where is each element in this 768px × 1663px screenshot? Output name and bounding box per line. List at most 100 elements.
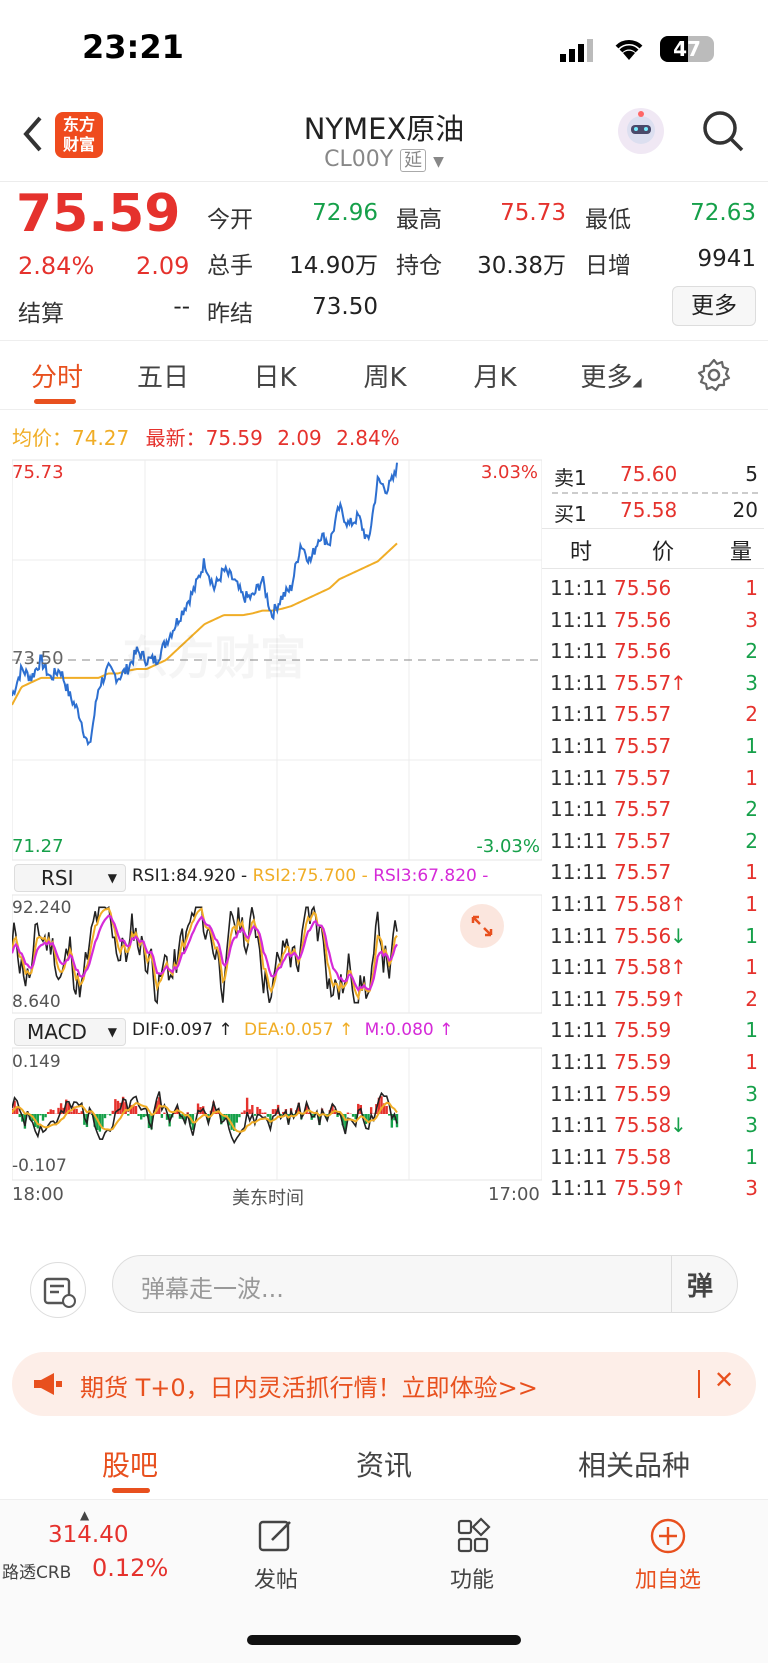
trade-time: 11:11	[550, 607, 608, 632]
close-icon[interactable]: ✕	[714, 1366, 735, 1394]
rsi-selector[interactable]: RSI ▼	[14, 864, 126, 892]
trade-price: 75.57	[614, 734, 672, 758]
trade-price: 75.58	[614, 955, 672, 980]
low-value: 72.63	[690, 200, 756, 226]
settings-gear-icon[interactable]	[696, 357, 732, 393]
tab-guba[interactable]: 股吧	[101, 1449, 158, 1482]
comment-list-icon[interactable]	[30, 1262, 86, 1318]
tab-monthly-k[interactable]: 月K	[473, 363, 517, 393]
trade-row: 11:11 75.56 ↓ 1	[542, 920, 764, 953]
content-tabs: 股吧 资讯 相关品种	[0, 1428, 768, 1500]
latest-change: 2.09	[277, 426, 322, 450]
signal-icon	[560, 38, 596, 66]
buy1-qty: 20	[732, 498, 758, 522]
trade-row: 11:11 75.57 ↑ 3	[542, 667, 764, 700]
post-button[interactable]: 发帖	[206, 1516, 346, 1596]
trade-time: 11:11	[550, 670, 608, 695]
index-value[interactable]: 314.40	[48, 1522, 129, 1548]
trade-price: 75.59	[614, 1050, 672, 1074]
trade-qty: 1	[745, 1144, 758, 1169]
chevron-down-icon: ▼	[107, 871, 117, 885]
trade-row: 11:11 75.57 2	[542, 825, 764, 858]
macd-m: M:0.080 ↑	[364, 1020, 454, 1040]
trade-row: 11:11 75.58 1	[542, 1141, 764, 1174]
macd-values: DIF:0.097 ↑ DEA:0.057 ↑ M:0.080 ↑	[132, 1020, 453, 1040]
rsi3-line	[10, 914, 398, 992]
tab-more[interactable]: 更多◢	[566, 357, 656, 394]
change-percent: 2.84%	[18, 252, 95, 280]
megaphone-icon	[32, 1370, 64, 1398]
tab-news[interactable]: 资讯	[355, 1449, 412, 1482]
trade-price: 75.58	[614, 1113, 672, 1138]
tab-weekly-k[interactable]: 周K	[363, 363, 407, 393]
trade-price: 75.57	[614, 860, 672, 885]
latest-value: 75.59	[205, 426, 263, 450]
trade-time: 11:11	[550, 1081, 608, 1106]
rsi2-value: RSI2:75.700 -	[252, 866, 368, 886]
avg-value: 74.27	[72, 426, 130, 450]
danmaku-button[interactable]: 弹	[687, 1266, 727, 1302]
tab-five-day[interactable]: 五日	[136, 363, 189, 393]
macd-axis-top: 0.149	[12, 1052, 61, 1072]
status-bar: 23:21 47	[0, 0, 768, 100]
trade-price: 75.56	[614, 576, 672, 600]
promo-banner[interactable]: 期货 T+0，日内灵活抓行情！立即体验>> ✕	[12, 1352, 756, 1416]
chevron-down-icon: ▼	[107, 1025, 117, 1039]
trade-row: 11:11 75.56 3	[542, 604, 764, 637]
ob-divider	[552, 492, 758, 494]
trade-time: 11:11	[550, 828, 608, 853]
function-button[interactable]: 功能	[402, 1516, 542, 1596]
tab-related[interactable]: 相关品种	[577, 1449, 690, 1482]
macd-selector[interactable]: MACD ▼	[14, 1018, 126, 1046]
tab-intraday[interactable]: 分时	[30, 363, 83, 393]
danmaku-input[interactable]: 弹幕走一波... 弹	[112, 1255, 738, 1313]
tab-daily-k[interactable]: 日K	[253, 363, 297, 393]
volume-label: 总手	[207, 253, 253, 279]
danmaku-divider	[671, 1256, 672, 1312]
buy1-row: 买1 75.58 20	[542, 494, 764, 527]
settle-value: --	[173, 294, 190, 320]
trade-qty: 2	[745, 828, 758, 853]
more-button[interactable]: 更多	[672, 286, 756, 326]
add-watchlist-button[interactable]: 加自选	[598, 1516, 738, 1596]
trade-time: 11:11	[550, 797, 608, 822]
trades-header-qty: 量	[729, 540, 752, 565]
chart-info-row: 均价：74.27 最新：75.59 2.09 2.84%	[12, 422, 400, 451]
rsi3-value: RSI3:67.820 -	[373, 866, 489, 886]
trade-price: 75.59	[614, 1018, 672, 1043]
rsi1-line	[11, 905, 398, 1005]
macd-axis-bottom: -0.107	[12, 1156, 67, 1176]
sell1-row: 卖1 75.60 5	[542, 458, 764, 491]
trade-row: 11:11 75.59 3	[542, 1078, 764, 1111]
oi-label: 持仓	[396, 253, 442, 279]
contract-code[interactable]: CL00Y 延 ▼	[0, 146, 768, 172]
trade-row: 11:11 75.59 ↑ 2	[542, 983, 764, 1016]
search-icon[interactable]	[700, 108, 746, 154]
trade-time: 11:11	[550, 860, 608, 885]
buy1-price: 75.58	[620, 498, 678, 522]
x-axis-mid: 美东时间	[232, 1188, 304, 1209]
latest-percent: 2.84%	[336, 426, 400, 450]
trade-qty: 3	[745, 607, 758, 632]
home-indicator	[247, 1635, 521, 1645]
grid-icon	[454, 1516, 494, 1560]
header: 东方 财富 NYMEX原油 CL00Y 延 ▼	[0, 100, 768, 182]
trade-time: 11:11	[550, 576, 608, 600]
app-logo: 东方 财富	[55, 112, 103, 158]
trade-row: 11:11 75.57 2	[542, 698, 764, 731]
change-value: 2.09	[136, 252, 190, 280]
trade-qty: 1	[745, 923, 758, 948]
trade-qty: 1	[745, 1050, 758, 1074]
avg-label: 均价：	[12, 426, 72, 450]
trade-price: 75.57	[614, 828, 672, 853]
wifi-icon	[612, 36, 646, 66]
trade-price: 75.57	[614, 702, 672, 727]
trade-time: 11:11	[550, 702, 608, 727]
back-icon[interactable]	[18, 114, 48, 154]
content-tab-indicator	[112, 1488, 150, 1493]
last-price: 75.59	[16, 184, 181, 244]
trade-time: 11:11	[550, 1113, 608, 1138]
expand-icon[interactable]	[460, 904, 504, 948]
robot-avatar-icon[interactable]	[618, 108, 664, 154]
